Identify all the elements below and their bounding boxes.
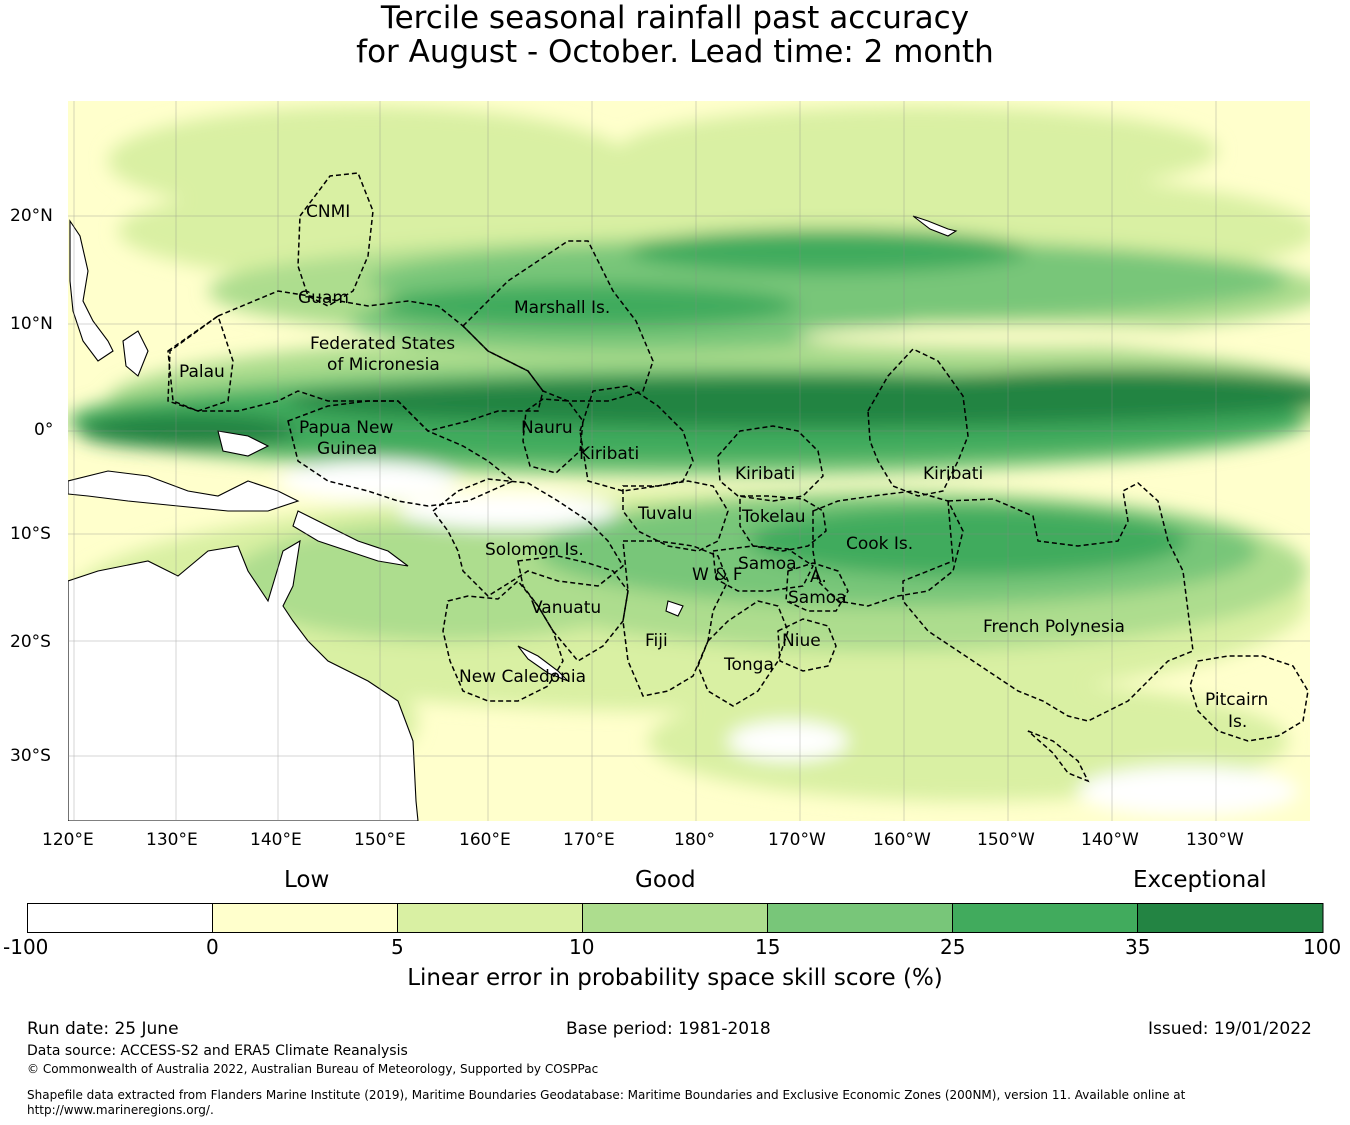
lat-label-10s: 10°S: [10, 524, 51, 544]
colorbar-category-exceptional: Exceptional: [1133, 867, 1267, 893]
region-label-fsm-2: of Micronesia: [327, 355, 440, 375]
region-label-cnmi: CNMI: [306, 202, 351, 222]
colorbar-segment-2: [212, 903, 398, 933]
region-label-kiribati-e: Kiribati: [923, 464, 984, 484]
title-line-2: for August - October. Lead time: 2 month: [356, 34, 994, 70]
colorbar-tick-35: 35: [1125, 935, 1151, 959]
lon-label-150e: 150°E: [354, 830, 406, 850]
colorbar-segment-5: [767, 903, 953, 933]
colorbar-tick-10: 10: [569, 935, 595, 959]
colorbar-segment-3: [397, 903, 583, 933]
colorbar-tick-m100: -100: [3, 935, 49, 959]
region-label-tuvalu: Tuvalu: [638, 504, 693, 524]
lat-label-10n: 10°N: [10, 314, 53, 334]
lon-label-130e: 130°E: [146, 830, 198, 850]
copyright: © Commonwealth of Australia 2022, Austra…: [27, 1062, 599, 1076]
lon-label-140w: 140°W: [1081, 830, 1139, 850]
lat-label-0: 0°: [34, 420, 54, 440]
coastlines: [68, 215, 958, 821]
colorbar-segment-1: [27, 903, 213, 933]
lon-label-160w: 160°W: [873, 830, 931, 850]
region-label-fsm-1: Federated States: [310, 334, 456, 354]
colorbar-category-low: Low: [284, 867, 330, 893]
region-label-nauru: Nauru: [521, 418, 573, 438]
region-label-new-caledonia: New Caledonia: [459, 667, 587, 687]
region-label-french-polynesia: French Polynesia: [983, 617, 1125, 637]
colorbar-tick-5: 5: [391, 935, 404, 959]
eez-boundaries: [167, 172, 1309, 783]
region-label-niue: Niue: [782, 631, 821, 651]
region-label-asamoa-1: A.: [810, 567, 827, 587]
region-label-cook: Cook Is.: [846, 534, 914, 554]
base-period: Base period: 1981-2018: [566, 1019, 771, 1039]
colorbar-tick-25: 25: [940, 935, 966, 959]
region-label-marshall: Marshall Is.: [514, 298, 611, 318]
colorbar-label: Linear error in probability space skill …: [407, 965, 943, 991]
issued-date: Issued: 19/01/2022: [1148, 1019, 1312, 1039]
region-label-solomon: Solomon Is.: [485, 540, 584, 560]
lon-label-170e: 170°E: [563, 830, 615, 850]
region-label-asamoa-2: Samoa: [788, 588, 847, 608]
colorbar-segment-4: [582, 903, 768, 933]
lon-label-170w: 170°W: [768, 830, 826, 850]
colorbar-segment-7: [1137, 903, 1323, 933]
title-line-1: Tercile seasonal rainfall past accuracy: [380, 0, 970, 36]
data-source: Data source: ACCESS-S2 and ERA5 Climate …: [27, 1043, 408, 1059]
run-date: Run date: 25 June: [27, 1019, 179, 1039]
lon-label-150w: 150°W: [977, 830, 1035, 850]
region-label-samoa: Samoa: [738, 554, 797, 574]
region-label-vanuatu: Vanuatu: [531, 598, 602, 618]
shapefile-note: Shapefile data extracted from Flanders M…: [27, 1088, 1186, 1102]
shapefile-url: http://www.marineregions.org/.: [27, 1103, 214, 1117]
colorbar-category-good: Good: [635, 867, 696, 893]
region-label-palau: Palau: [179, 362, 225, 382]
lon-label-140e: 140°E: [250, 830, 302, 850]
region-label-kiribati-w: Kiribati: [579, 444, 640, 464]
region-label-kiribati-c: Kiribati: [735, 464, 796, 484]
lat-label-20n: 20°N: [10, 206, 53, 226]
region-label-tonga: Tonga: [724, 655, 774, 675]
region-label-tokelau: Tokelau: [742, 507, 806, 527]
region-label-pitcairn-1: Pitcairn: [1205, 690, 1269, 710]
region-label-wf: W & F: [692, 565, 743, 585]
lon-label-180: 180°: [674, 830, 715, 850]
colorbar-tick-100: 100: [1303, 935, 1342, 959]
lon-label-120e: 120°E: [42, 830, 94, 850]
lat-label-20s: 20°S: [10, 632, 51, 652]
lon-label-130w: 130°W: [1186, 830, 1244, 850]
lon-label-160e: 160°E: [459, 830, 511, 850]
colorbar-tick-15: 15: [755, 935, 781, 959]
region-label-png-2: Guinea: [317, 439, 378, 459]
region-label-pitcairn-2: Is.: [1228, 712, 1248, 732]
colorbar: [27, 903, 1324, 933]
skill-map: [68, 101, 1310, 821]
colorbar-tick-0: 0: [206, 935, 219, 959]
region-label-png-1: Papua New: [299, 418, 394, 438]
skill-field: [68, 101, 1310, 821]
region-label-fiji: Fiji: [645, 631, 668, 651]
region-label-guam: Guam: [298, 288, 349, 308]
lat-label-30s: 30°S: [10, 746, 51, 766]
colorbar-segment-6: [952, 903, 1138, 933]
graticule: [68, 101, 1310, 821]
